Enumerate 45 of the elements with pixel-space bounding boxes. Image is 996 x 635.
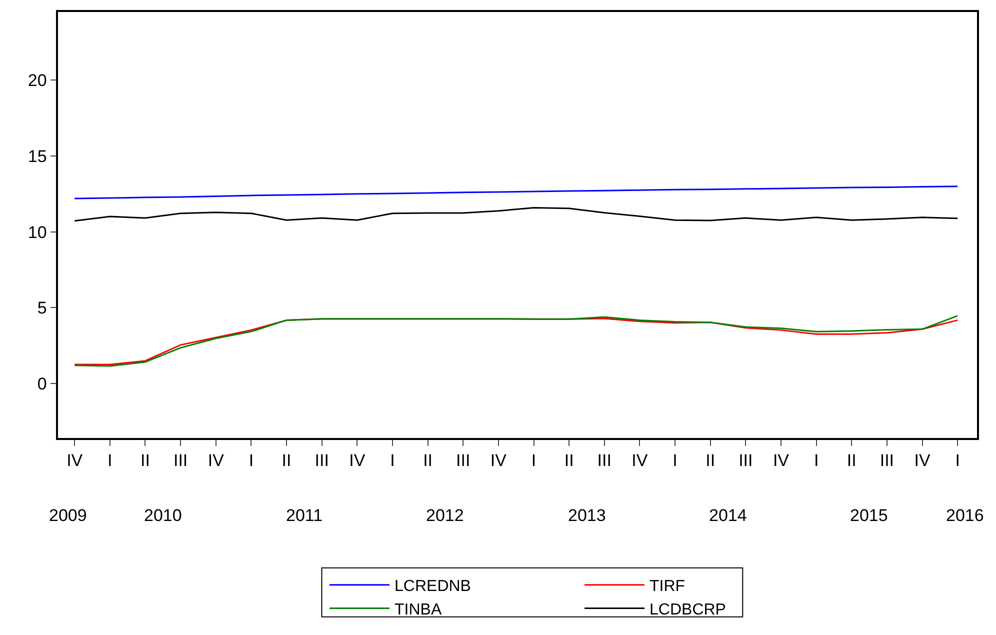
y-tick-label: 5	[37, 298, 47, 318]
x-tick-label: III	[173, 451, 188, 470]
line-series	[74, 186, 958, 200]
y-tick-label: 10	[28, 222, 47, 242]
x-tick-label: IV	[208, 451, 225, 470]
y-tick-label: 0	[37, 374, 47, 394]
x-tick-label: I	[814, 451, 819, 470]
text: 2011	[286, 506, 323, 525]
x-tick-label: I	[108, 451, 112, 470]
text: 2016	[946, 506, 984, 525]
x-tick-label: III	[314, 451, 329, 470]
x-tick-label: I	[390, 451, 395, 470]
x-tick-label: II	[564, 451, 574, 470]
x-tick-label: III	[597, 451, 612, 470]
text: 2012	[426, 506, 464, 525]
x-tick-label: II	[282, 451, 292, 470]
x-tick-label: II	[140, 451, 150, 470]
x-tick-label: II	[846, 451, 856, 470]
x-tick-label: I	[248, 451, 254, 470]
x-tick-label: II	[423, 451, 433, 470]
y-tick-label: 20	[28, 71, 47, 90]
text: 2009	[49, 506, 87, 525]
legend-label: TINBA	[394, 602, 442, 618]
legend-label: LCREDNB	[394, 578, 471, 596]
x-tick-label: IV	[349, 451, 366, 470]
y-tick-label: 15	[28, 146, 47, 166]
x-tick-label: I	[531, 451, 536, 470]
x-tick-label: II	[706, 451, 716, 470]
x-tick-label: IV	[914, 451, 931, 470]
x-tick-label: IV	[66, 451, 84, 470]
text: 2010	[144, 506, 182, 525]
legend-label: TIRF	[650, 578, 686, 596]
x-tick-label: IV	[632, 451, 648, 470]
line-series	[74, 206, 958, 222]
x-tick-label: III	[880, 451, 894, 470]
x-tick-label: III	[456, 451, 470, 470]
x-tick-label: IV	[772, 451, 790, 470]
text: 2014	[709, 506, 747, 525]
x-tick-label: IV	[490, 451, 508, 470]
x-tick-label: I	[955, 451, 960, 470]
text: 2013	[568, 506, 606, 525]
legend-label: LCDBCRP	[650, 602, 726, 618]
text: 2015	[850, 506, 888, 525]
x-tick-label: III	[738, 451, 753, 470]
x-tick-label: I	[672, 451, 678, 470]
